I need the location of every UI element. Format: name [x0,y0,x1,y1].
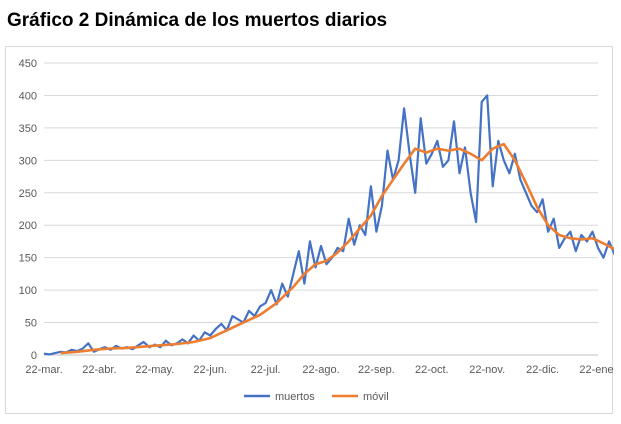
y-tick-label: 50 [25,318,37,330]
x-tick-label: 22-oct. [415,364,449,376]
x-tick-label: 22-ene. [579,364,614,376]
legend: muertos móvil [244,391,389,403]
series-line-muertos [43,94,614,356]
legend-label: móvil [363,391,389,403]
y-tick-label: 150 [19,253,37,265]
x-tick-label: 22-dic. [526,364,559,376]
series-line-movil [60,142,614,355]
gridlines [44,62,598,356]
y-tick-label: 100 [19,285,37,297]
line-chart: 0 50 100 150 200 250 300 350 400 450 22-mar. 22-ab… [19,58,614,403]
y-axis-ticks: 0 50 100 150 200 250 300 350 400 450 [19,58,37,362]
x-tick-label: 22-may. [135,364,174,376]
chart-frame: 0 50 100 150 200 250 300 350 400 450 22-mar. 22-ab… [5,46,614,414]
x-tick-label: 22-jul. [251,364,281,376]
y-tick-label: 0 [31,350,37,362]
legend-label: muertos [275,391,315,403]
y-tick-label: 450 [19,58,37,70]
y-tick-label: 350 [19,123,37,135]
x-tick-label: 22-sep. [358,364,395,376]
x-tick-label: 22-abr. [82,364,116,376]
x-tick-label: 22-mar. [25,364,62,376]
y-tick-label: 400 [19,90,37,102]
chart-title: Gráfico 2 Dinámica de los muertos diario… [7,10,388,31]
y-tick-label: 300 [19,155,37,167]
x-tick-label: 22-jun. [193,364,227,376]
y-tick-label: 200 [19,220,37,232]
x-tick-label: 22-nov. [469,364,505,376]
y-tick-label: 250 [19,188,37,200]
x-tick-label: 22-ago. [302,364,339,376]
series-lines [43,94,614,356]
x-axis-ticks: 22-mar. 22-abr. 22-may. 22-jun. 22-jul. 22-ag… [25,364,614,376]
